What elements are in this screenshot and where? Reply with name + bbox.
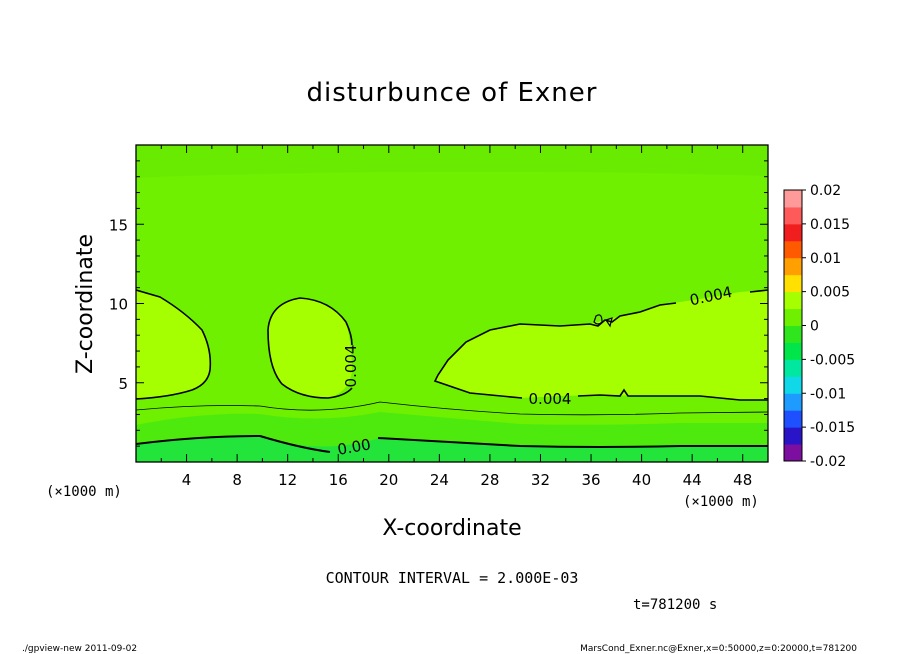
x-tick-label: 28: [480, 471, 499, 489]
region-center-positive: [268, 298, 352, 398]
x-tick-label: 16: [329, 471, 348, 489]
colorbar-segment: [784, 342, 802, 360]
colorbar-tick-label: -0.005: [810, 352, 855, 368]
colorbar-segment: [784, 308, 802, 326]
colorbar-tick-label: 0.01: [810, 251, 841, 267]
colorbar-tick-label: -0.01: [810, 386, 846, 402]
colorbar-segment: [784, 393, 802, 411]
contour-label-zero: 0.00: [336, 435, 372, 459]
contour-interval-note: CONTOUR INTERVAL = 2.000E-03: [326, 569, 579, 587]
x-axis-ticks: 4 8 12 16 20 24 28 32 36 40 44 48: [160, 145, 752, 489]
contour-line-left: [136, 289, 212, 400]
y-tick-label: 10: [109, 296, 128, 314]
contour-line-thin: [136, 401, 768, 416]
colorbar-segment: [784, 190, 802, 208]
colorbar-segment: [784, 257, 802, 276]
band-lower-2: [136, 436, 768, 462]
plot-area: 0.004 0.004 0.004 0.00: [136, 145, 768, 462]
colorbar-segment: [784, 359, 802, 377]
x-tick-label: 36: [581, 471, 600, 489]
x-tick-label: 32: [531, 471, 550, 489]
colorbar-segment: [784, 291, 802, 310]
field-top-band: [136, 145, 768, 178]
colorbar-ticks: 0.02 0.015 0.01 0.005 0 -0.005 -0.01 -0.015 -0.0…: [802, 183, 855, 470]
x-tick-label: 8: [232, 471, 242, 489]
footer-right: MarsCond_Exner.nc@Exner,x=0:50000,z=0:20…: [580, 644, 857, 654]
colorbar: [784, 190, 802, 462]
time-note: t=781200 s: [633, 597, 717, 613]
footer-left: ./gpview-new 2011-09-02: [22, 644, 137, 654]
colorbar-segment: [784, 427, 802, 445]
y-tick-label: 5: [118, 375, 128, 393]
chart-title: disturbunce of Exner: [307, 78, 598, 108]
x-unit-right: (×1000 m): [683, 494, 759, 510]
colorbar-segment: [784, 206, 802, 225]
contour-line-right: [433, 289, 768, 401]
x-tick-label: 24: [430, 471, 449, 489]
colorbar-segment: [784, 240, 802, 259]
x-unit-left: (×1000 m): [46, 484, 122, 500]
colorbar-segment: [784, 274, 802, 293]
x-tick-label: 44: [683, 471, 702, 489]
colorbar-segment: [784, 376, 802, 394]
contour-line-center: [267, 297, 353, 399]
contour-line-zero: [136, 434, 768, 453]
x-tick-label: 12: [278, 471, 297, 489]
colorbar-tick-label: 0.005: [810, 285, 850, 301]
region-right-positive: [435, 290, 768, 400]
colorbar-segment: [784, 444, 802, 462]
colorbar-tick-label: -0.015: [810, 420, 855, 436]
y-axis-ticks: 5 10 15: [109, 160, 768, 447]
colorbar-tick-label: 0: [810, 319, 819, 335]
x-tick-label: 48: [733, 471, 752, 489]
colorbar-tick-label: -0.02: [810, 454, 846, 470]
colorbar-segment: [784, 325, 802, 343]
region-left-positive: [136, 290, 211, 399]
y-axis-label: Z-coordinate: [73, 234, 98, 374]
contour-label-bottom: 0.004: [529, 390, 572, 408]
x-tick-label: 20: [379, 471, 398, 489]
y-tick-label: 15: [109, 216, 128, 234]
contour-line-small-islands: [593, 314, 613, 328]
x-tick-label: 40: [632, 471, 651, 489]
colorbar-tick-label: 0.02: [810, 183, 841, 199]
colorbar-segment: [784, 410, 802, 428]
colorbar-segment: [784, 223, 802, 242]
colorbar-tick-label: 0.015: [810, 217, 850, 233]
contour-label-center: 0.004: [342, 345, 360, 388]
x-axis-label: X-coordinate: [382, 516, 521, 541]
x-tick-label: 4: [182, 471, 192, 489]
